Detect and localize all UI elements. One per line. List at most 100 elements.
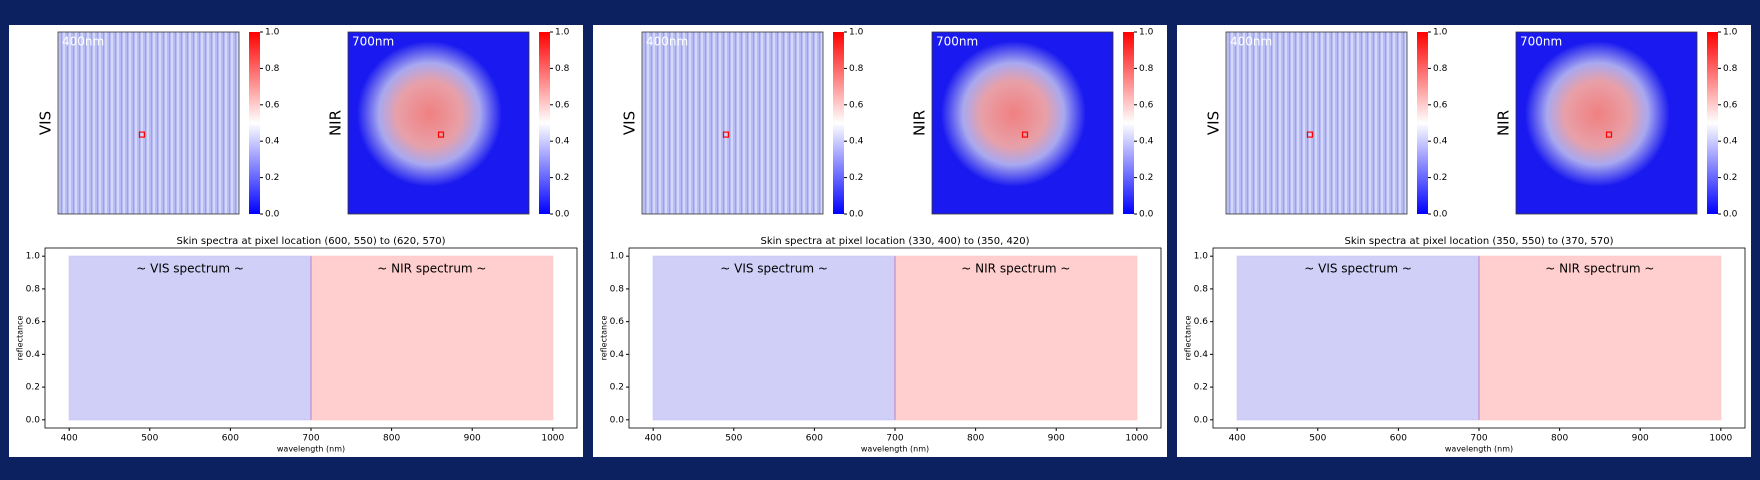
colorbar-tick-label: 0.8 [265,64,280,74]
colorbar-tick-label: 0.8 [849,64,864,74]
spectrum-span [310,255,554,421]
y-tick-label: 0.0 [610,415,625,425]
x-tick-label: 600 [222,434,239,444]
figure-panel: 400nm VIS 0.0 0.2 0.4 0.6 0.8 1.0 700nm NIR 0.0 0.2… [1177,25,1751,457]
image-ylabel: VIS [621,111,639,135]
x-axis-label: wavelength (nm) [277,445,345,454]
colorbar-tick-label: 0.6 [1139,100,1154,110]
roi-marker [722,131,730,138]
colorbar-tick-label: 0.2 [1723,173,1737,183]
roi-marker [1306,131,1314,138]
y-tick-label: 0.2 [1194,383,1208,393]
spectrum-span [1478,255,1722,421]
roi-marker [138,131,146,138]
colorbar [539,32,550,214]
colorbar-tick-label: 0.8 [1723,64,1738,74]
colorbar-tick-label: 0.6 [1433,100,1448,110]
x-tick-label: 500 [141,434,158,444]
colorbar [1417,32,1428,214]
span-label: ~ VIS spectrum ~ [1304,262,1412,276]
colorbar [1707,32,1718,214]
x-tick-label: 800 [1551,434,1568,444]
colorbar-tick-label: 0.4 [555,137,570,147]
spectrum-span [652,255,896,421]
y-tick-label: 1.0 [26,252,41,262]
y-tick-label: 0.8 [26,284,41,294]
colorbar-tick-label: 0.6 [265,100,280,110]
heatmap-image [641,31,824,215]
spectrum-span [68,255,312,421]
heatmap-image [931,31,1114,215]
y-tick-label: 0.8 [1194,284,1209,294]
colorbar-tick-label: 0.4 [265,137,280,147]
roi-marker [1605,131,1613,138]
y-tick-label: 0.0 [1194,415,1209,425]
x-tick-label: 1000 [1709,434,1732,444]
colorbar-tick-label: 0.2 [1139,173,1153,183]
x-tick-label: 700 [1470,434,1487,444]
y-tick-label: 0.6 [26,317,41,327]
colorbar-tick-label: 0.0 [555,210,570,220]
x-tick-label: 700 [302,434,319,444]
y-axis-label: reflectance [1184,316,1193,361]
colorbar [249,32,260,214]
x-tick-label: 400 [1229,434,1246,444]
heatmap-image [1225,31,1408,215]
y-tick-label: 0.2 [610,383,624,393]
colorbar-tick-label: 1.0 [555,28,570,38]
image-annotation: 400nm [646,35,688,49]
x-tick-label: 900 [1632,434,1649,444]
colorbar-tick-label: 0.0 [265,210,280,220]
heatmap-image [1515,31,1698,215]
x-tick-label: 900 [464,434,481,444]
span-label: ~ NIR spectrum ~ [1545,262,1654,276]
plot-title: Skin spectra at pixel location (330, 400… [761,236,1030,247]
image-ylabel: VIS [1205,111,1223,135]
x-tick-label: 400 [61,434,78,444]
colorbar-tick-label: 0.0 [1139,210,1154,220]
colorbar-tick-label: 0.4 [1139,137,1154,147]
y-tick-label: 0.0 [26,415,41,425]
colorbar-tick-label: 0.2 [555,173,569,183]
span-label: ~ VIS spectrum ~ [720,262,828,276]
image-annotation: 700nm [1520,35,1562,49]
y-axis-label: reflectance [600,316,609,361]
colorbar-tick-label: 0.6 [849,100,864,110]
y-tick-label: 0.6 [610,317,625,327]
heatmap-image [347,31,530,215]
colorbar-tick-label: 1.0 [1139,28,1154,38]
figure-panel: 400nm VIS 0.0 0.2 0.4 0.6 0.8 1.0 700nm NIR 0.0 0.2… [593,25,1167,457]
y-tick-label: 0.4 [610,350,625,360]
colorbar-tick-label: 1.0 [849,28,864,38]
image-annotation: 400nm [62,35,104,49]
x-tick-label: 400 [645,434,662,444]
colorbar-tick-label: 1.0 [1433,28,1448,38]
x-tick-label: 500 [1309,434,1326,444]
x-tick-label: 1000 [1125,434,1148,444]
colorbar-tick-label: 0.0 [1433,210,1448,220]
x-tick-label: 600 [806,434,823,444]
spectrum-span [1236,255,1480,421]
plot-title: Skin spectra at pixel location (350, 550… [1345,236,1614,247]
colorbar-tick-label: 0.6 [1723,100,1738,110]
colorbar-tick-label: 0.6 [555,100,570,110]
y-tick-label: 0.4 [26,350,41,360]
colorbar-tick-label: 0.0 [849,210,864,220]
x-tick-label: 1000 [541,434,564,444]
x-axis-label: wavelength (nm) [1445,445,1513,454]
image-ylabel: NIR [911,110,929,136]
colorbar-tick-label: 1.0 [1723,28,1738,38]
y-tick-label: 0.6 [1194,317,1209,327]
roi-marker [1021,131,1029,138]
colorbar-tick-label: 0.8 [1139,64,1154,74]
image-annotation: 400nm [1230,35,1272,49]
x-tick-label: 700 [886,434,903,444]
colorbar-tick-label: 0.0 [1723,210,1738,220]
x-tick-label: 800 [967,434,984,444]
x-tick-label: 500 [725,434,742,444]
heatmap-image [57,31,240,215]
colorbar-tick-label: 0.8 [555,64,570,74]
plot-title: Skin spectra at pixel location (600, 550… [177,236,446,247]
